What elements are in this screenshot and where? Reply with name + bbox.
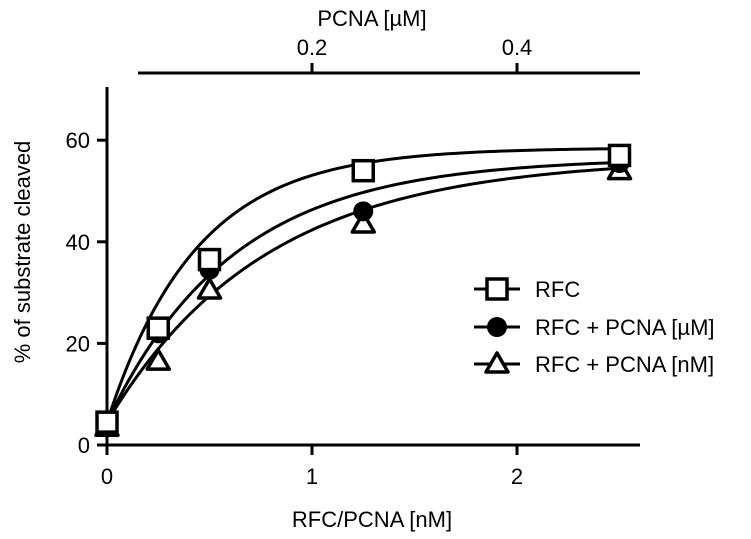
x-tick-label: 2: [511, 464, 523, 489]
legend-square-icon: [485, 277, 509, 301]
legend-circle-icon: [487, 317, 507, 337]
y-tick-label: 0: [78, 433, 90, 458]
y-tick-label: 20: [66, 331, 90, 356]
x-axis-title: RFC/PCNA [nM]: [292, 507, 452, 532]
data-point-square: [197, 247, 222, 272]
data-point-triangle: [196, 277, 223, 300]
x-tick-label: 1: [306, 464, 318, 489]
data-point-circle: [353, 201, 374, 222]
data-point-square: [95, 410, 119, 434]
top-tick-label: 0.2: [297, 35, 328, 60]
legend-item-rfc-pcna-nm: RFC + PCNA [nM]: [474, 351, 714, 377]
legend-label: RFC: [535, 277, 580, 302]
y-tick-label: 40: [66, 230, 90, 255]
top-tick-label: 0.4: [502, 35, 533, 60]
y-tick-label: 60: [66, 128, 90, 153]
data-point-triangle: [350, 211, 376, 234]
ticks-group: 0 1 2 0.2 0.4 0 20 40 60: [66, 35, 533, 489]
x-tick-label: 0: [101, 464, 113, 489]
data-point-square: [146, 316, 170, 340]
data-point-square: [607, 143, 632, 168]
legend-label: RFC + PCNA [nM]: [535, 352, 714, 377]
legend-triangle-icon: [484, 351, 510, 374]
legend-item-rfc: RFC: [474, 277, 580, 302]
legend: RFC RFC + PCNA [µM] RFC + PCNA [nM]: [474, 277, 715, 377]
data-point-triangle: [145, 348, 171, 371]
data-point-square: [351, 158, 375, 183]
legend-item-rfc-pcna-um: RFC + PCNA [µM]: [474, 315, 715, 340]
data-markers-group: [94, 143, 633, 437]
fit-curve: [105, 160, 620, 423]
legend-label: RFC + PCNA [µM]: [535, 315, 715, 340]
top-axis-title: PCNA [µM]: [317, 6, 426, 31]
y-axis-title: % of substrate cleaved: [10, 141, 35, 364]
